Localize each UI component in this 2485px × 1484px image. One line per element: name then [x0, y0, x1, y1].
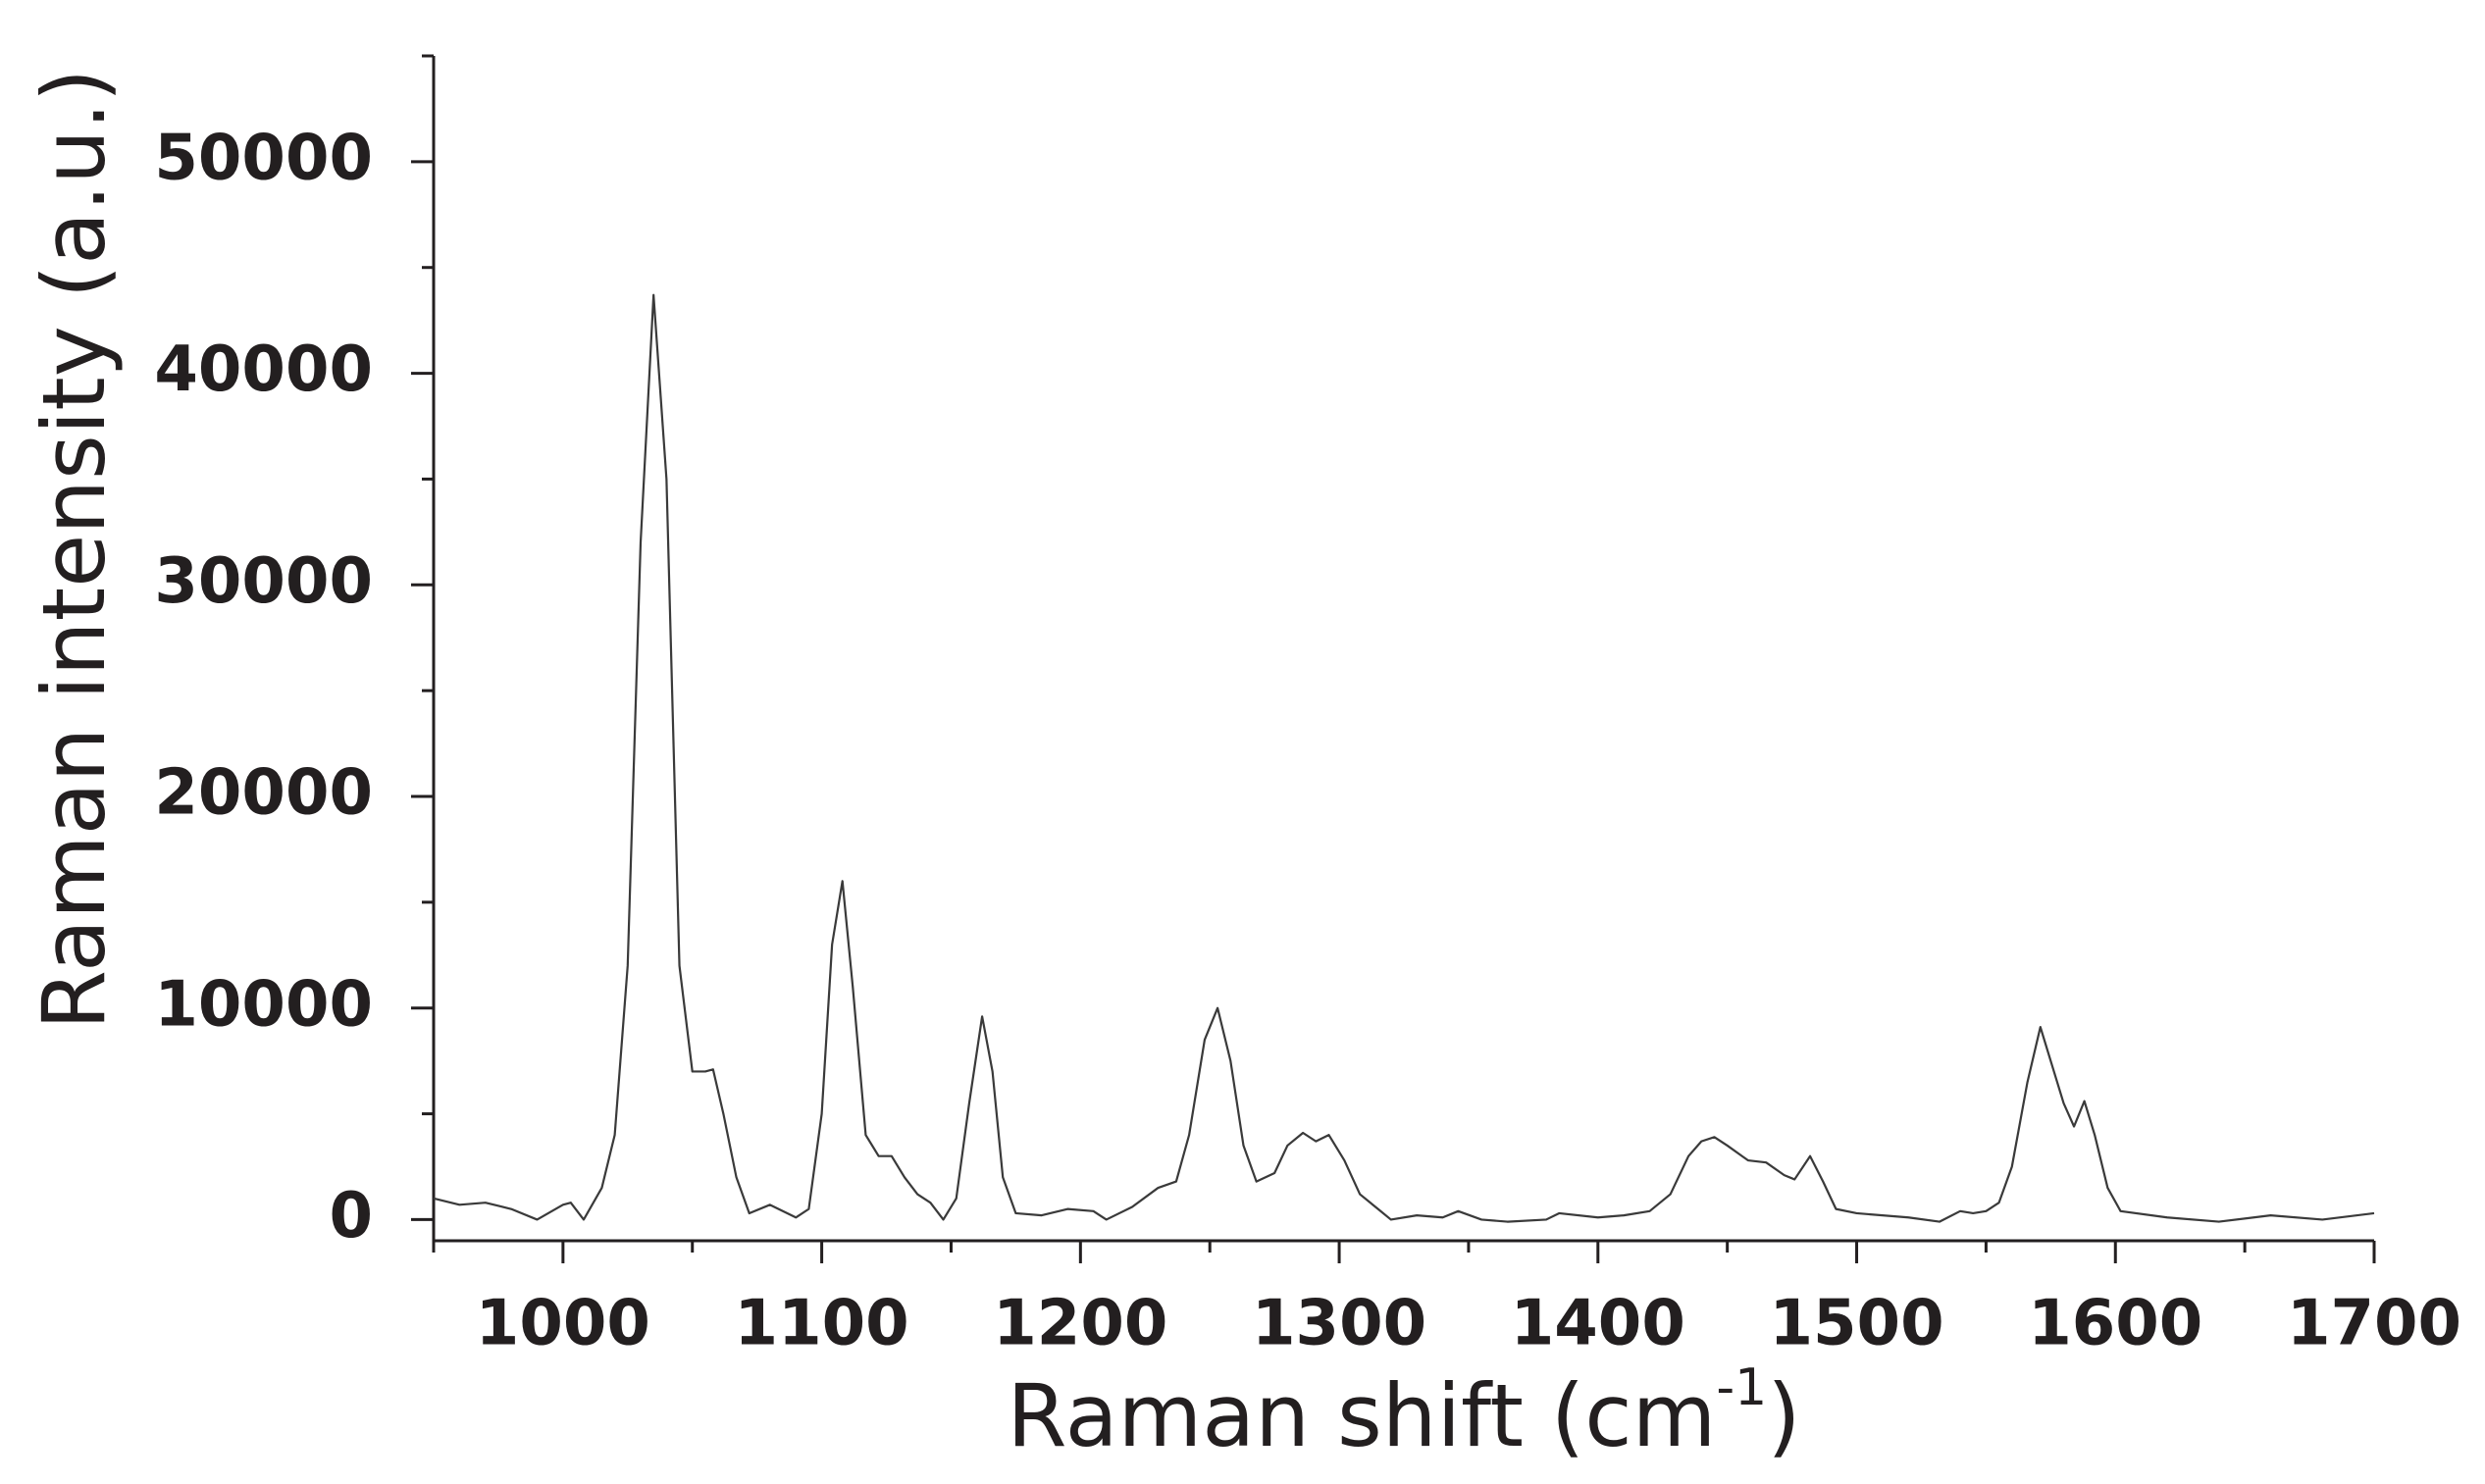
spectrum-line — [433, 293, 2375, 1223]
x-axis-title-main: Raman shift (cm — [1007, 1365, 1716, 1466]
y-tick-label: 30000 — [154, 545, 373, 618]
x-tick-label: 1700 — [2287, 1288, 2461, 1360]
y-tick-label: 10000 — [154, 968, 373, 1041]
x-tick-label: 1200 — [993, 1288, 1167, 1360]
x-axis-title-end: ) — [1767, 1365, 1800, 1466]
x-axis-title-sup: -1 — [1716, 1358, 1767, 1417]
x-tick-label: 1600 — [2028, 1288, 2202, 1360]
x-tick-label: 1400 — [1511, 1288, 1685, 1360]
x-tick-label: 1300 — [1252, 1288, 1426, 1360]
x-tick-label: 1100 — [735, 1288, 909, 1360]
x-tick-label: 1500 — [1769, 1288, 1943, 1360]
y-tick-label: 40000 — [154, 333, 373, 406]
x-tick-label: 1000 — [476, 1288, 650, 1360]
y-tick-label: 50000 — [154, 122, 373, 194]
x-axis-title: Raman shift (cm-1) — [1007, 1358, 1800, 1466]
y-tick-label: 0 — [329, 1180, 373, 1253]
y-tick-label: 20000 — [154, 757, 373, 830]
y-axis-title: Raman intensity (a.u.) — [24, 69, 125, 1030]
